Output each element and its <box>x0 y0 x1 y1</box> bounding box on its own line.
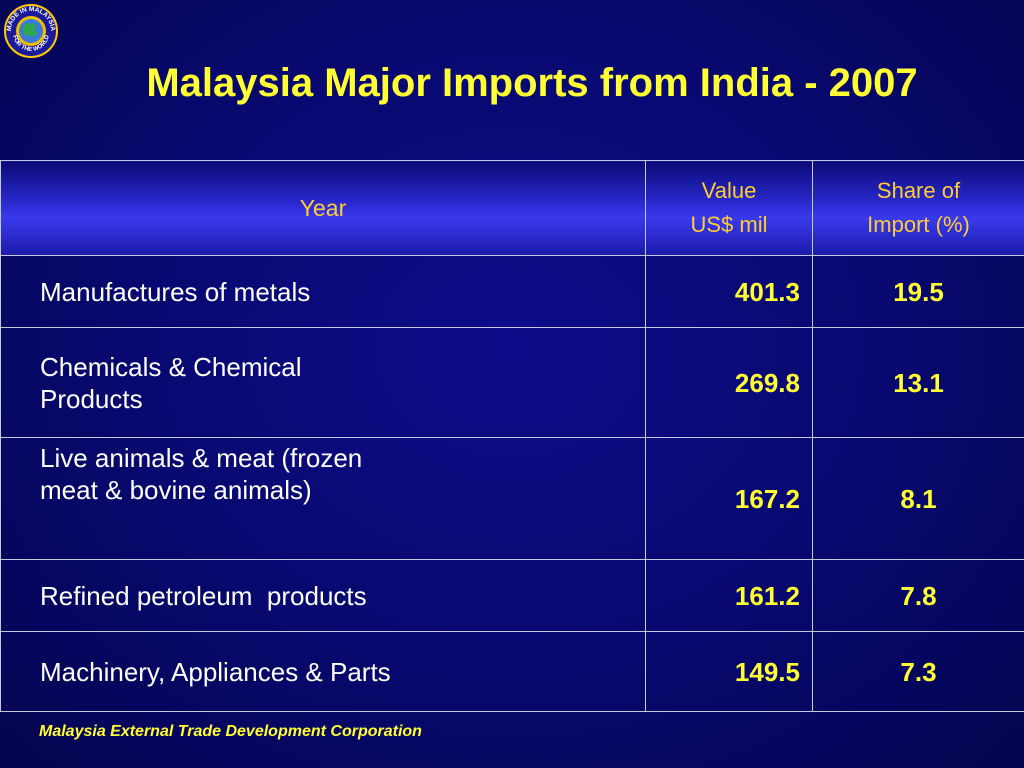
row-product-name: Live animals & meat (frozen meat & bovin… <box>0 437 646 560</box>
header-value-line1: Value <box>701 178 757 203</box>
page-title: Malaysia Major Imports from India - 2007 <box>146 61 918 105</box>
imports-table-container: Year Value US$ mil Share of Import (%) M… <box>0 160 1024 712</box>
row-value: 161.2 <box>645 559 813 632</box>
made-in-malaysia-logo: MADE IN MALAYSIA FOR THE WORLD <box>3 3 59 59</box>
row-product-name-line1: Manufactures of metals <box>40 276 311 307</box>
row-product-name-line1: Chemicals & Chemical <box>40 351 302 382</box>
row-product-name-line1: Live animals & meat (frozen <box>40 443 363 473</box>
row-share: 7.8 <box>812 559 1024 632</box>
row-product-name-line1: Machinery, Appliances & Parts <box>40 656 391 687</box>
row-product-name: Refined petroleum products <box>0 559 646 632</box>
row-value: 149.5 <box>645 631 813 712</box>
row-product-name-line2: Products <box>40 383 143 414</box>
table-row: Live animals & meat (frozen meat & bovin… <box>0 437 1024 560</box>
row-share: 7.3 <box>812 631 1024 712</box>
table-row: Refined petroleum products 161.2 7.8 <box>0 559 1024 632</box>
header-year: Year <box>0 160 646 256</box>
table-row: Manufactures of metals 401.3 19.5 <box>0 255 1024 328</box>
row-value: 401.3 <box>645 255 813 328</box>
row-share: 8.1 <box>812 437 1024 560</box>
row-product-name: Chemicals & Chemical Products <box>0 327 646 438</box>
table-row: Chemicals & Chemical Products 269.8 13.1 <box>0 327 1024 438</box>
row-share: 13.1 <box>812 327 1024 438</box>
row-product-name-line2: meat & bovine animals) <box>40 475 312 505</box>
row-product-name-line1: Refined petroleum products <box>40 580 367 611</box>
header-year-label: Year <box>299 195 347 221</box>
table-row: Machinery, Appliances & Parts 149.5 7.3 <box>0 631 1024 712</box>
footer-source: Malaysia External Trade Development Corp… <box>39 723 422 740</box>
made-in-malaysia-badge-icon: MADE IN MALAYSIA FOR THE WORLD <box>4 4 58 58</box>
header-share-line2: Import (%) <box>867 212 970 237</box>
header-share-line1: Share of <box>876 178 961 203</box>
row-value: 167.2 <box>645 437 813 560</box>
row-value: 269.8 <box>645 327 813 438</box>
row-share: 19.5 <box>812 255 1024 328</box>
header-value: Value US$ mil <box>645 160 813 256</box>
row-product-name: Manufactures of metals <box>0 255 646 328</box>
table-header-row: Year Value US$ mil Share of Import (%) <box>0 160 1024 256</box>
row-product-name: Machinery, Appliances & Parts <box>0 631 646 712</box>
header-value-line2: US$ mil <box>690 212 768 237</box>
imports-table: Year Value US$ mil Share of Import (%) M… <box>0 160 1024 712</box>
header-share: Share of Import (%) <box>812 160 1024 256</box>
